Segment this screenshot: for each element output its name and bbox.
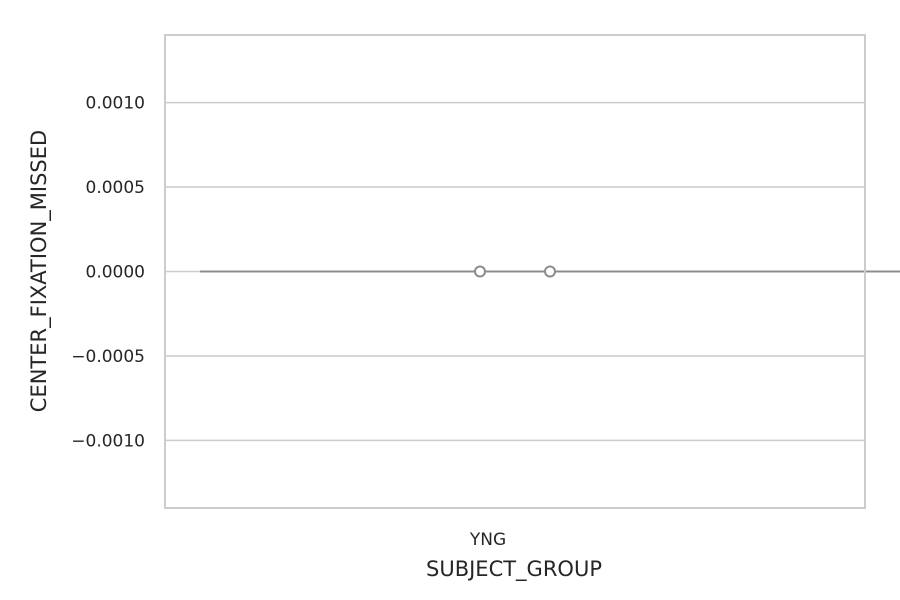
violin-group: [200, 265, 900, 278]
y-tick-label: 0.0000: [86, 263, 145, 283]
y-tick-label: 0.0005: [86, 178, 145, 198]
quartile-marker: [474, 265, 486, 278]
y-axis-label: CENTER_FIXATION_MISSED: [27, 130, 52, 412]
y-tick-label: −0.0005: [71, 347, 145, 367]
x-tick-labels: YNG: [469, 530, 506, 550]
y-tick-label: 0.0010: [86, 94, 145, 114]
plot-frame: [164, 34, 866, 509]
y-tick-labels: 0.0010 0.0005 0.0000 −0.0005 −0.0010: [71, 94, 145, 452]
quartile-marker: [544, 265, 556, 278]
y-tick-label: −0.0010: [71, 431, 145, 451]
x-axis-label: SUBJECT_GROUP: [426, 557, 602, 582]
x-tick-label: YNG: [469, 530, 506, 550]
